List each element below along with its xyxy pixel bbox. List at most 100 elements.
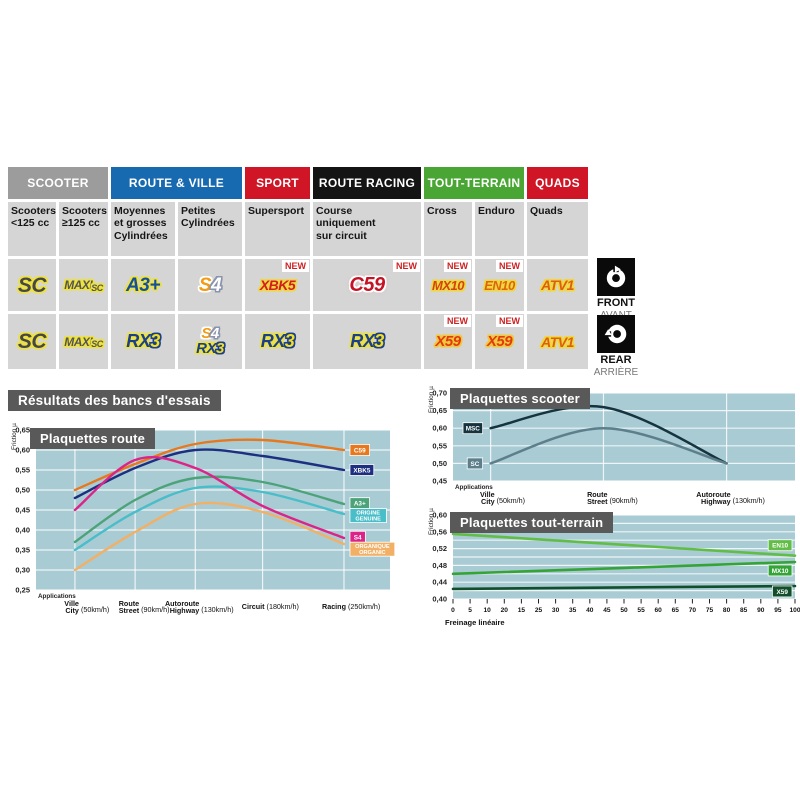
- rear-moyennes-cell: RX3: [111, 314, 175, 369]
- new-badge: NEW: [393, 260, 420, 272]
- rear-racing-cell: RX3: [313, 314, 421, 369]
- svg-text:MX10: MX10: [772, 568, 789, 575]
- xbk5-logo: XBK5: [259, 277, 296, 293]
- rear-scooter-ge125-cell: MAXI SC: [59, 314, 108, 369]
- front-enduro-cell: NEW EN10: [475, 259, 524, 311]
- chart-title-tout-terrain: Plaquettes tout-terrain: [450, 512, 614, 533]
- rx3-logo-3: 3: [216, 340, 224, 357]
- svg-text:0,45: 0,45: [432, 477, 447, 486]
- svg-text:Street: Street: [587, 497, 608, 506]
- route-chart-svg: 0,65 0,60 0,55 0,50 0,45 0,40 0,35 0,30 0,25 Fric…: [11, 423, 396, 615]
- svg-text:A3+: A3+: [354, 501, 366, 508]
- rx3-logo-rx: RX: [260, 331, 286, 351]
- svg-text:Route: Route: [587, 490, 607, 499]
- svg-text:0,55: 0,55: [15, 466, 30, 475]
- svg-text:0,50: 0,50: [15, 486, 30, 495]
- svg-text:X59: X59: [777, 589, 789, 596]
- svg-text:0,44: 0,44: [432, 578, 447, 587]
- header-quads: QUADS: [527, 167, 588, 199]
- rx3-logo-rx: RX: [350, 331, 375, 351]
- svg-text:ORGANIC: ORGANIC: [359, 550, 385, 556]
- c59-logo: C59: [349, 274, 385, 296]
- front-position-badge: FRONT AVANT: [592, 258, 640, 321]
- svg-text:Highway: Highway: [701, 497, 731, 506]
- front-brake-disc-icon: [597, 258, 635, 296]
- svg-text:Freinage linéaire: Freinage linéaire: [445, 618, 505, 627]
- new-badge: NEW: [496, 260, 523, 272]
- svg-text:95: 95: [774, 607, 782, 614]
- chart-title-scooter: Plaquettes scooter: [450, 388, 590, 409]
- svg-text:(50km/h): (50km/h): [497, 496, 525, 505]
- chart-plaquettes-tout-terrain: 0,60 0,56 0,52 0,48 0,44 0,40 Friction µ EN10 MX…: [425, 507, 800, 633]
- front-quads-cell: ATV1: [527, 259, 588, 311]
- svg-text:C59: C59: [354, 448, 366, 455]
- front-label: FRONT: [597, 297, 635, 309]
- header-sport: SPORT: [245, 167, 310, 199]
- svg-text:65: 65: [672, 607, 680, 614]
- svg-text:0,45: 0,45: [15, 506, 30, 515]
- svg-text:MSC: MSC: [466, 426, 481, 433]
- svg-text:30: 30: [552, 607, 560, 614]
- svg-text:0,40: 0,40: [15, 526, 30, 535]
- svg-text:Ville: Ville: [480, 490, 495, 499]
- header-route-ville: ROUTE & VILLE: [111, 167, 242, 199]
- front-supersport-cell: NEW XBK5: [245, 259, 310, 311]
- atv1-logo: ATV1: [541, 277, 574, 293]
- a3-plus-logo: A3+: [126, 274, 160, 296]
- rear-enduro-cell: NEW X59: [475, 314, 524, 369]
- svg-text:0,40: 0,40: [432, 595, 447, 604]
- sc-logo: SC: [17, 273, 47, 297]
- svg-text:(130km/h): (130km/h): [201, 605, 233, 614]
- svg-text:0,30: 0,30: [15, 566, 30, 575]
- svg-text:10: 10: [484, 607, 492, 614]
- s4-logo-s: S: [198, 274, 212, 296]
- svg-text:Circuit: Circuit: [242, 602, 265, 611]
- svg-text:ORIGINE: ORIGINE: [356, 511, 380, 517]
- svg-text:90: 90: [757, 607, 765, 614]
- results-heading: Résultats des bancs d'essais: [8, 390, 221, 411]
- svg-text:15: 15: [518, 607, 526, 614]
- subheader-scooters-ge125: Scooters ≥125 cc: [59, 202, 108, 256]
- svg-text:35: 35: [569, 607, 577, 614]
- new-badge: NEW: [444, 260, 471, 272]
- rx3-logo-rx: RX: [126, 331, 151, 351]
- svg-text:City: City: [481, 497, 495, 506]
- svg-text:Ville: Ville: [64, 599, 79, 608]
- rx3-logo-3: 3: [374, 331, 384, 351]
- svg-text:0,60: 0,60: [15, 446, 30, 455]
- svg-text:XBK5: XBK5: [353, 468, 370, 475]
- svg-text:60: 60: [655, 607, 663, 614]
- svg-text:70: 70: [689, 607, 697, 614]
- svg-text:ORGANIQUE: ORGANIQUE: [355, 544, 390, 550]
- svg-text:25: 25: [535, 607, 543, 614]
- svg-text:0,60: 0,60: [432, 424, 447, 433]
- svg-text:SC: SC: [470, 461, 479, 468]
- svg-text:0,60: 0,60: [432, 511, 447, 520]
- x59-logo: X59: [486, 333, 513, 350]
- front-moyennes-cell: A3+: [111, 259, 175, 311]
- svg-text:0,48: 0,48: [432, 561, 447, 570]
- svg-text:(50km/h): (50km/h): [81, 605, 109, 614]
- maxi-sc-logo-suffix: SC: [91, 282, 103, 293]
- svg-text:Autoroute: Autoroute: [696, 490, 730, 499]
- subheader-course-circuit: Course uniquement sur circuit: [313, 202, 421, 256]
- rear-quads-cell: ATV1: [527, 314, 588, 369]
- subheader-moyennes-cylindrees: Moyennes et grosses Cylindrées: [111, 202, 175, 256]
- front-cross-cell: NEW MX10: [424, 259, 472, 311]
- mx10-logo: MX10: [432, 277, 464, 293]
- svg-text:Racing: Racing: [322, 602, 346, 611]
- svg-text:0,52: 0,52: [432, 544, 447, 553]
- svg-text:0,56: 0,56: [432, 527, 447, 536]
- svg-text:0: 0: [451, 607, 455, 614]
- svg-text:EN10: EN10: [772, 543, 788, 550]
- en10-logo: EN10: [484, 277, 515, 293]
- svg-text:55: 55: [637, 607, 645, 614]
- maxi-sc-logo: MAXI: [64, 334, 93, 349]
- rear-brake-disc-icon: [597, 315, 635, 353]
- front-petites-cell: S4: [178, 259, 242, 311]
- subheader-scooters-lt125: Scooters <125 cc: [8, 202, 56, 256]
- atv1-logo: ATV1: [541, 333, 574, 350]
- svg-text:0,70: 0,70: [432, 389, 447, 398]
- svg-text:(90km/h): (90km/h): [141, 605, 169, 614]
